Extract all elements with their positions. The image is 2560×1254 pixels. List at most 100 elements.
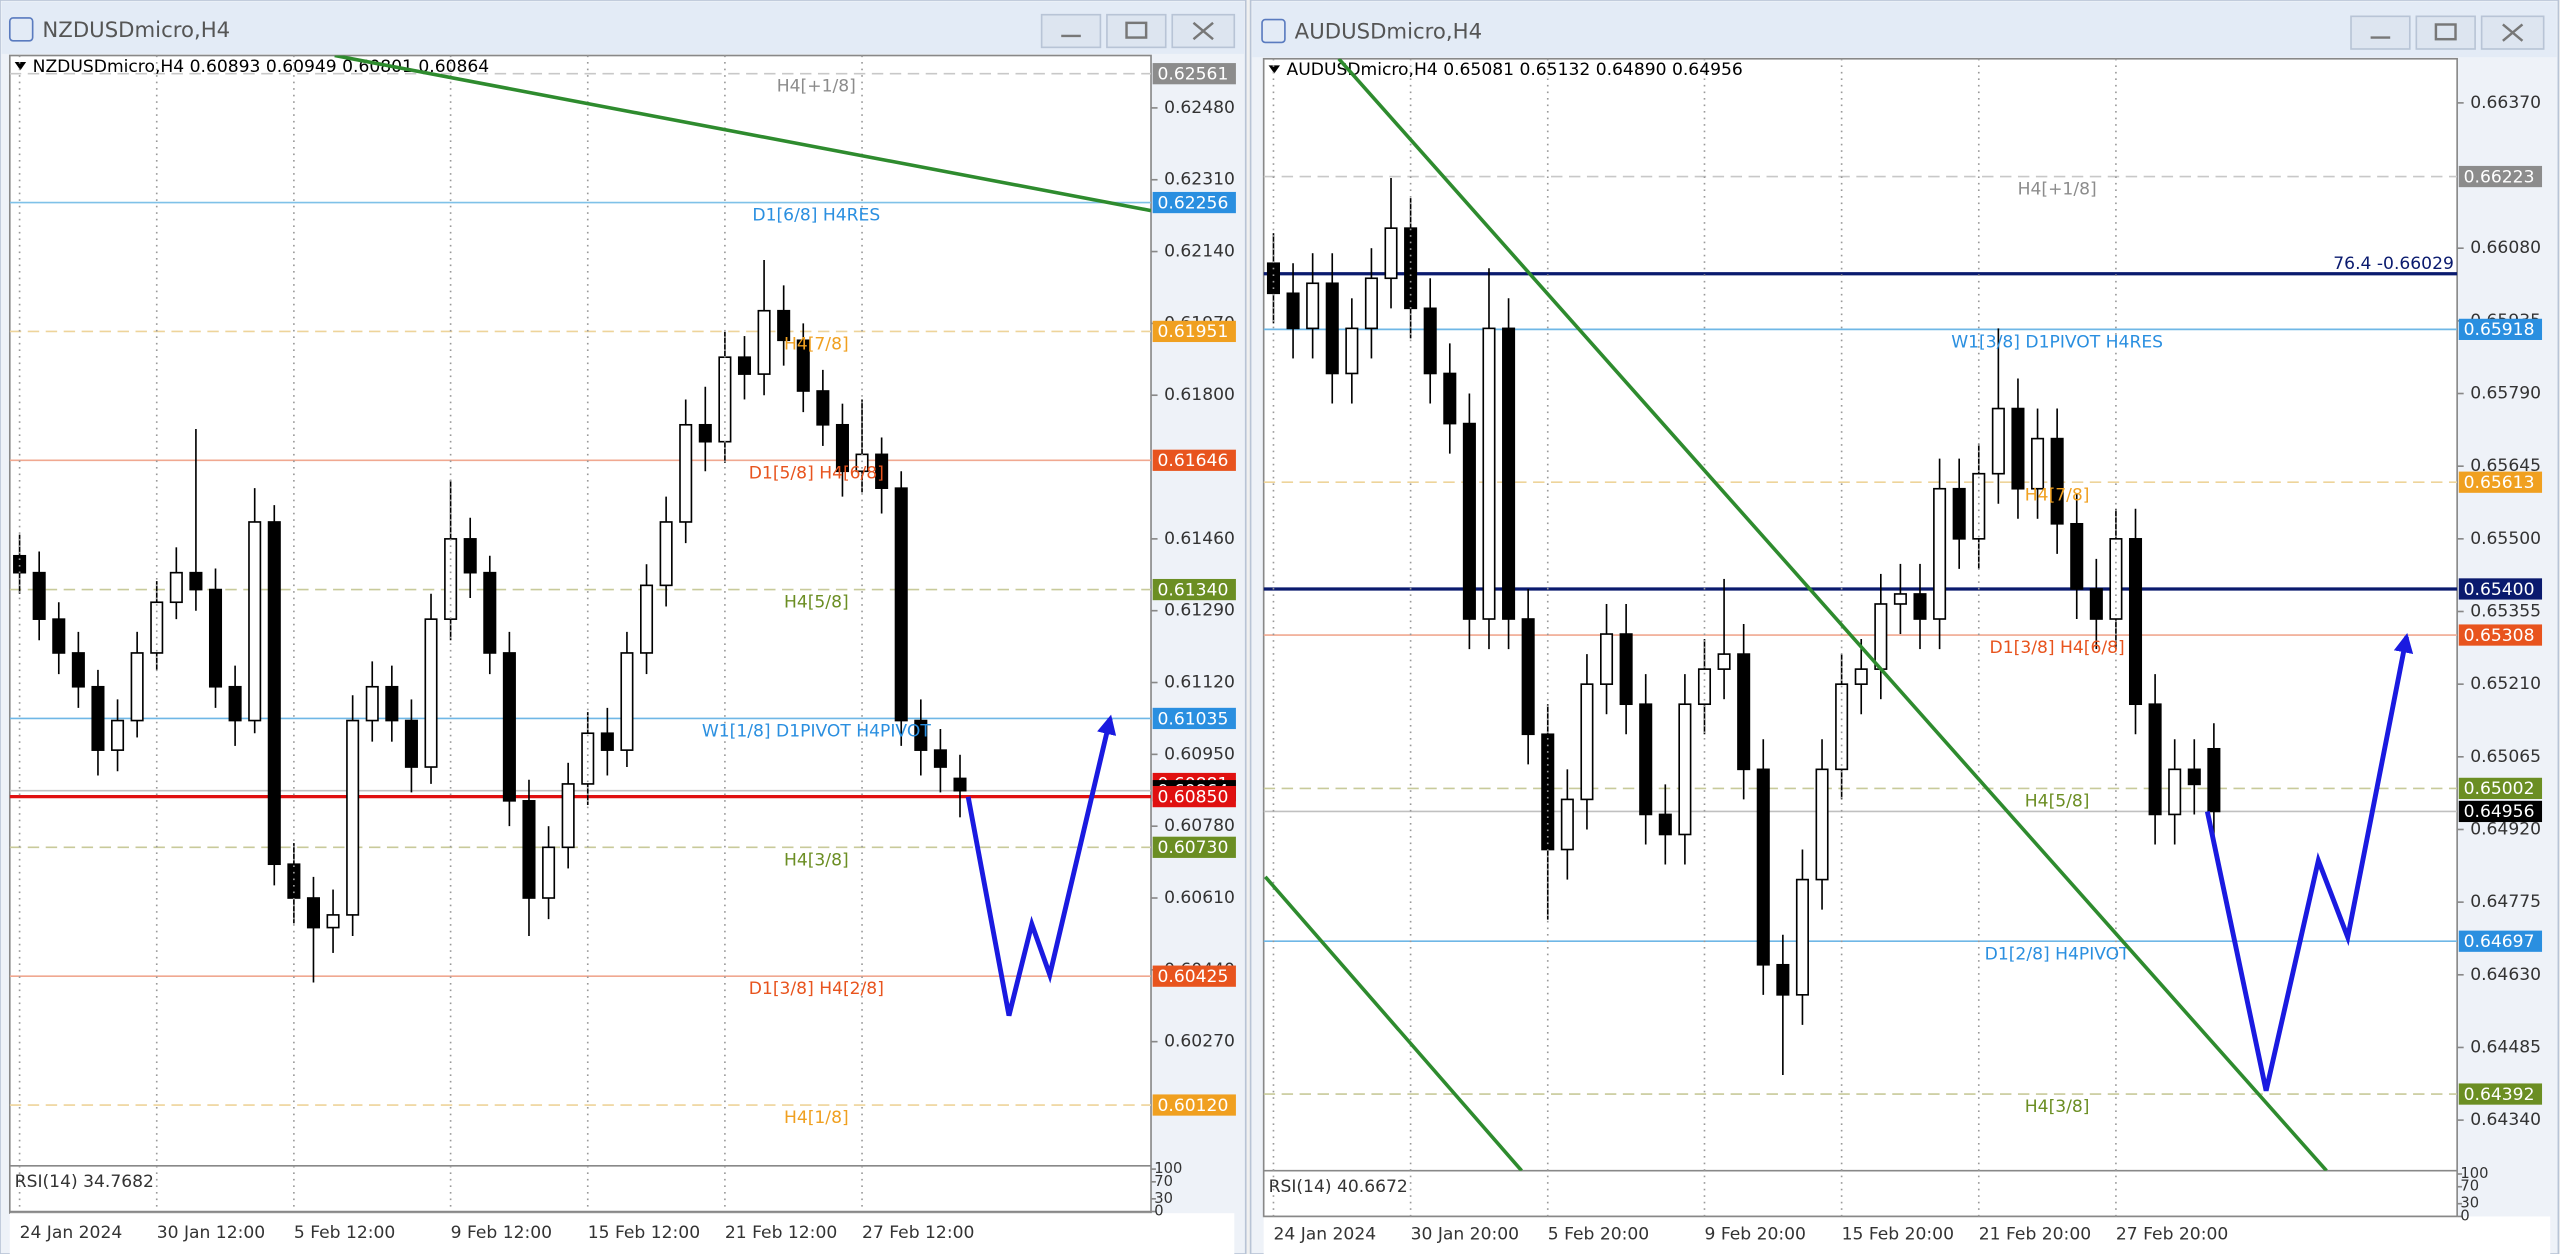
price-badge (1152, 1094, 1236, 1116)
price-badge-label: 0.64392 (2464, 1085, 2535, 1105)
level-text: H4[5/8] (2025, 791, 2090, 811)
candle-body (2148, 703, 2162, 816)
candle-body (306, 897, 320, 929)
candle-body (1462, 422, 1476, 620)
candle-body (2050, 437, 2064, 525)
price-badge-label: 0.60425 (1158, 967, 1229, 987)
level-text: 76.4 -0.66029 (2333, 254, 2454, 274)
price-badge-label: 0.61646 (1158, 451, 1229, 471)
y-tick-label: 0.60610 (1164, 888, 1235, 908)
rsi-label: RSI(14) 40.6672 (1269, 1177, 1408, 1197)
x-tick-label: 27 Feb 20:00 (2116, 1224, 2228, 1244)
candle-body (189, 571, 203, 591)
candle-body (2109, 538, 2123, 620)
candle-body (835, 423, 849, 473)
candle-body (777, 309, 791, 342)
chart-header: NZDUSDmicro,H4 0.60893 0.60949 0.60801 0… (33, 57, 490, 77)
candle-body (71, 652, 85, 688)
candle-body (208, 588, 223, 688)
rsi-tick-label: 30 (1154, 1190, 1173, 1207)
candle-body (1306, 282, 1320, 330)
candle-body (2011, 407, 2025, 490)
candle-body (130, 652, 144, 722)
price-badge-label: 0.65400 (2464, 580, 2535, 600)
candle-body (2207, 747, 2221, 813)
maximize-button[interactable] (2415, 15, 2476, 50)
level-text: D1[5/8] H4[6/8] (749, 463, 884, 483)
candle-body (1423, 307, 1437, 375)
price-badge (1152, 707, 1236, 730)
candle-body (640, 584, 654, 654)
candle-body (1717, 653, 1731, 670)
candle-body (91, 685, 105, 751)
price-badge (1152, 63, 1236, 85)
candle-body (933, 749, 947, 768)
price-badge (1152, 836, 1236, 858)
y-tick-label: 0.66370 (2470, 93, 2541, 113)
candle-body (463, 538, 477, 574)
y-tick-label: 0.64775 (2470, 892, 2541, 912)
level-text: D1[2/8] H4PIVOT (1985, 944, 2130, 964)
price-badge (2458, 777, 2543, 799)
price-badge (1152, 449, 1236, 471)
candle-body (1854, 668, 1868, 685)
minimize-button[interactable] (1040, 13, 1102, 49)
y-tick-label: 0.64920 (2470, 819, 2541, 839)
close-button[interactable] (2480, 15, 2545, 50)
candle-body (502, 652, 516, 802)
candle-body (287, 863, 301, 899)
candle-body (1266, 262, 1281, 295)
candle-body (1443, 372, 1457, 425)
window-frame (1249, 0, 2560, 1254)
minimize-button[interactable] (2350, 15, 2411, 50)
candle-body (1521, 618, 1535, 736)
maximize-button[interactable] (1106, 13, 1167, 49)
price-badge-label: 0.62561 (1158, 64, 1229, 84)
candle-body (620, 652, 634, 751)
candle-body (111, 719, 125, 751)
level-text: W1[1/8] D1PIVOT H4PIVOT (702, 722, 931, 742)
candle-body (2128, 538, 2143, 706)
candle-body (2187, 768, 2201, 786)
price-badge-label: 0.60120 (1158, 1096, 1229, 1116)
candle-body (404, 719, 418, 768)
window-title: AUDUSDmicro,H4 (1295, 20, 1482, 45)
candle-body (424, 618, 438, 768)
rsi-tick-label: 0 (1154, 1203, 1163, 1220)
candle-body (737, 356, 752, 375)
x-tick-label: 30 Jan 20:00 (1411, 1224, 1519, 1244)
x-tick-label: 9 Feb 12:00 (451, 1223, 552, 1243)
candle-body (1580, 683, 1594, 801)
level-text: H4[5/8] (784, 593, 849, 613)
candle-body (659, 521, 673, 587)
candle-body (1952, 487, 1966, 540)
price-badge (2458, 1083, 2543, 1105)
price-badge-label: 0.64956 (2464, 802, 2535, 822)
rsi-tick-label: 100 (1154, 1160, 1182, 1177)
price-badge (2458, 318, 2543, 340)
level-text: D1[3/8] H4[6/8] (1990, 638, 2125, 658)
rsi-tick-label: 100 (2460, 1165, 2488, 1182)
level-text: D1[3/8] H4[2/8] (749, 979, 884, 999)
candle-body (1482, 327, 1496, 620)
candle-body (1756, 768, 1770, 966)
candle-body (1913, 593, 1927, 620)
candle-body (228, 685, 242, 722)
candle-body (875, 453, 889, 489)
x-tick-label: 27 Feb 12:00 (862, 1223, 974, 1243)
y-tick-label: 0.65355 (2470, 601, 2541, 621)
x-tick-label: 24 Jan 2024 (1273, 1224, 1376, 1244)
price-badge-label: 0.64697 (2464, 932, 2535, 952)
candle-body (679, 423, 693, 523)
drawings (334, 55, 2414, 1171)
y-tick-label: 0.64630 (2470, 965, 2541, 985)
rsi-tick-label: 70 (1154, 1173, 1173, 1190)
price-badge (1152, 320, 1236, 343)
candle-body (1815, 768, 1829, 881)
close-button[interactable] (1171, 13, 1236, 49)
price-badge-label: 0.62256 (1158, 193, 1229, 213)
candle-body (1893, 593, 1907, 605)
candle-body (1384, 227, 1398, 280)
window-frame (0, 0, 1247, 1254)
candle-body (2168, 768, 2182, 816)
